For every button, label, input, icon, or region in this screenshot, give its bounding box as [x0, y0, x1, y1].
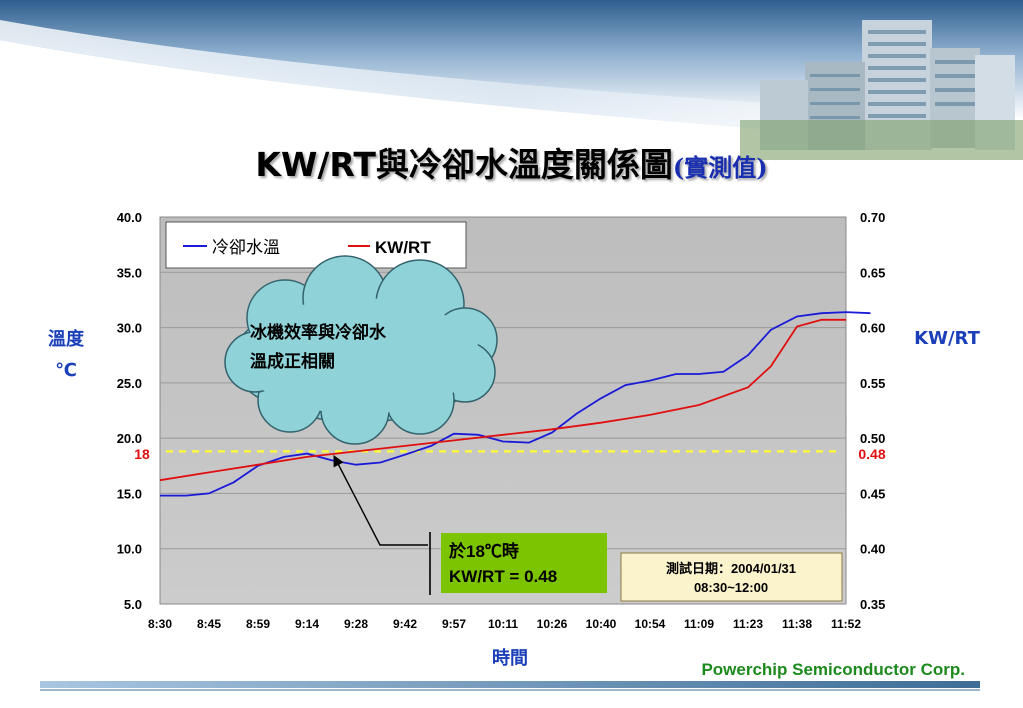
y-left-tick-label: 40.0 — [117, 210, 142, 225]
cloud-callout: 冰機效率與冷卻水 溫成正相關 — [224, 255, 498, 445]
x-axis-title: 時間 — [492, 648, 528, 669]
reference-label-right: 0.48 — [858, 446, 885, 462]
y-left-tick-label: 35.0 — [117, 265, 142, 280]
y-left-tick-label: 20.0 — [117, 431, 142, 446]
x-tick-label: 8:30 — [148, 617, 172, 631]
title-main: KW/RT與冷卻水溫度關係圖 — [255, 145, 673, 184]
x-tick-label: 9:14 — [295, 617, 319, 631]
x-tick-label: 10:40 — [586, 617, 617, 631]
y-left-title-line2: ℃ — [55, 360, 77, 381]
y-left-ticks: 5.0 10.0 15.0 20.0 25.0 30.0 35.0 40.0 — [117, 210, 142, 612]
x-tick-label: 8:59 — [246, 617, 270, 631]
legend-label-water-temp: 冷卻水溫 — [212, 238, 280, 258]
y-right-tick-label: 0.55 — [860, 376, 885, 391]
y-left-tick-label: 10.0 — [117, 542, 142, 557]
date-line1: 測試日期：2004/01/31 — [666, 561, 796, 576]
x-tick-label: 10:26 — [537, 617, 568, 631]
building-image — [740, 20, 1023, 160]
series-line-water-temp — [160, 311, 871, 497]
y-right-tick-label: 0.70 — [860, 210, 885, 225]
y-right-ticks: 0.35 0.40 0.45 0.50 0.55 0.60 0.65 0.70 — [860, 210, 885, 612]
x-ticks: 8:30 8:45 8:59 9:14 9:28 9:42 9:57 10:11 10:26 10… — [148, 617, 861, 631]
y-left-tick-label: 5.0 — [124, 597, 142, 612]
callout-line2: KW/RT = 0.48 — [449, 567, 557, 586]
header-banner — [0, 0, 1023, 190]
x-tick-label: 10:54 — [635, 617, 666, 631]
annotation-arrow — [333, 455, 431, 595]
chart-title: KW/RT與冷卻水溫度關係圖(實測值) — [0, 138, 1023, 186]
y-right-tick-label: 0.45 — [860, 486, 885, 501]
company-name: Powerchip Semiconductor Corp. — [701, 660, 965, 679]
y-left-title-line1: 溫度 — [48, 328, 85, 350]
x-tick-label: 11:09 — [684, 617, 714, 631]
legend-label-kwrt: KW/RT — [375, 238, 431, 257]
x-tick-label: 9:42 — [393, 617, 417, 631]
y-left-tick-label: 25.0 — [117, 376, 142, 391]
y-right-tick-label: 0.35 — [860, 597, 885, 612]
date-line2: 08:30~12:00 — [694, 580, 768, 595]
cloud-text-line2: 溫成正相關 — [250, 351, 335, 372]
y-right-title: KW/RT — [914, 328, 980, 349]
y-left-tick-label: 30.0 — [117, 321, 142, 336]
x-tick-label: 9:28 — [344, 617, 368, 631]
callout-line1: 於18℃時 — [449, 541, 519, 561]
x-tick-label: 11:23 — [733, 617, 763, 631]
x-tick-label: 11:52 — [831, 617, 861, 631]
date-box: 測試日期：2004/01/31 08:30~12:00 — [620, 552, 843, 602]
x-tick-label: 9:57 — [442, 617, 466, 631]
x-tick-label: 8:45 — [197, 617, 221, 631]
y-right-tick-label: 0.60 — [860, 321, 885, 336]
footer-bar — [40, 681, 980, 691]
callout-box: 於18℃時 KW/RT = 0.48 — [441, 533, 607, 593]
cloud-text-line1: 冰機效率與冷卻水 — [250, 322, 387, 343]
y-right-tick-label: 0.40 — [860, 542, 885, 557]
x-tick-label: 11:38 — [782, 617, 812, 631]
x-tick-label: 10:11 — [488, 617, 518, 631]
y-right-tick-label: 0.65 — [860, 265, 885, 280]
title-sub: (實測值) — [672, 153, 768, 182]
y-left-tick-label: 15.0 — [117, 486, 142, 501]
series-line-kwrt — [159, 318, 846, 482]
reference-label-left: 18 — [134, 446, 150, 462]
y-right-tick-label: 0.50 — [860, 431, 885, 446]
